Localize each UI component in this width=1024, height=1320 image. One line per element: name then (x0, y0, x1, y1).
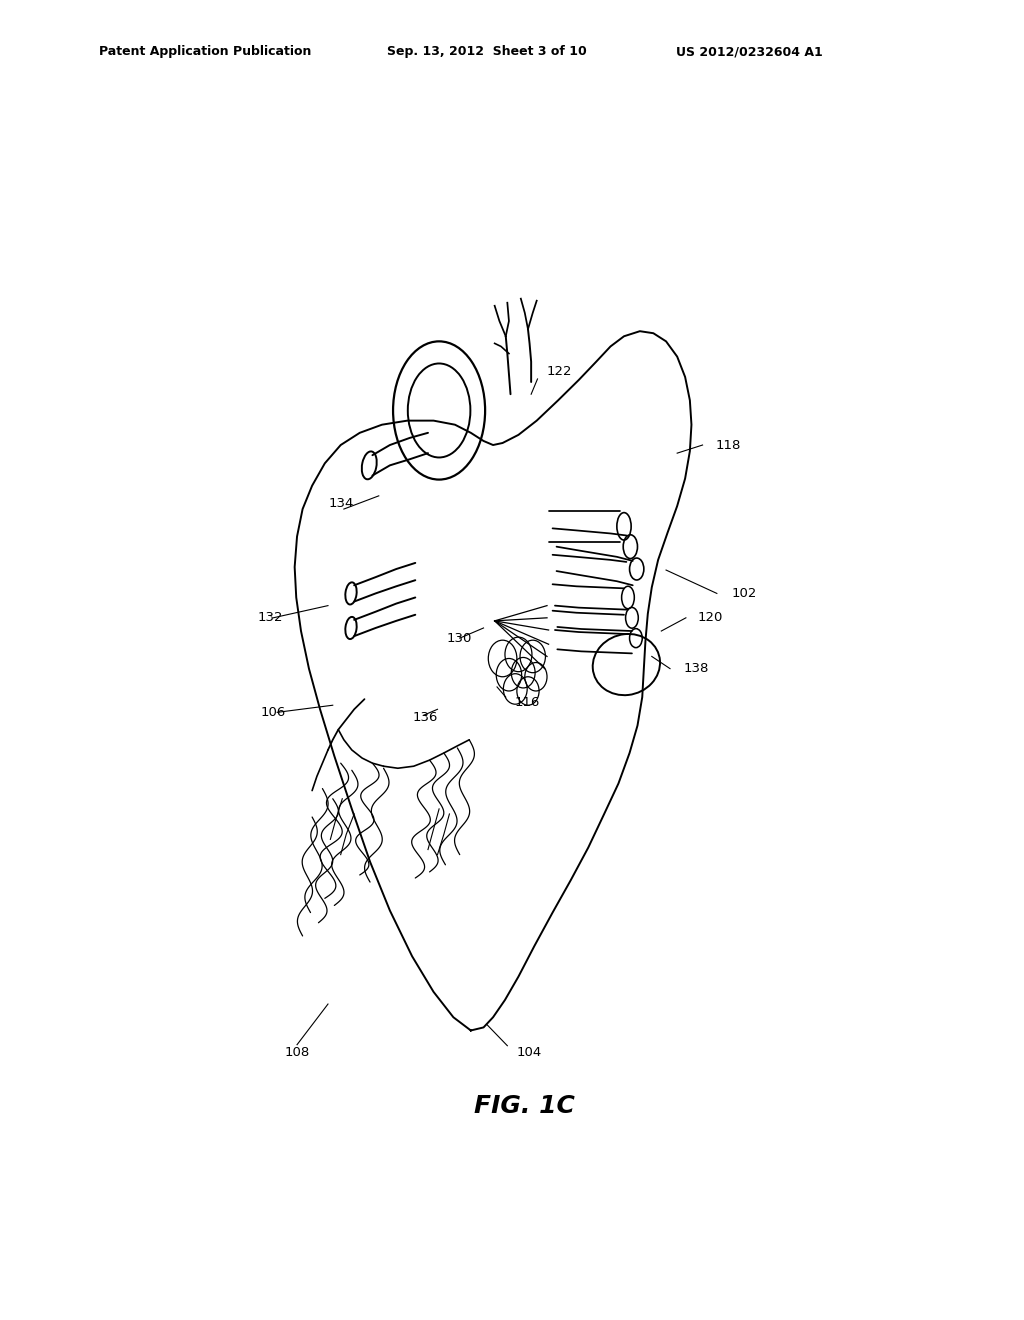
Text: 122: 122 (547, 366, 572, 379)
Text: US 2012/0232604 A1: US 2012/0232604 A1 (676, 45, 822, 58)
Text: 136: 136 (412, 711, 437, 723)
Text: 132: 132 (257, 611, 283, 624)
Text: 106: 106 (260, 706, 286, 719)
Text: FIG. 1C: FIG. 1C (474, 1094, 575, 1118)
Text: 104: 104 (517, 1047, 542, 1060)
Text: 120: 120 (697, 611, 723, 624)
Text: 116: 116 (514, 696, 540, 709)
Text: 138: 138 (684, 663, 709, 675)
Text: 130: 130 (447, 632, 472, 644)
Text: 108: 108 (285, 1047, 309, 1060)
Text: 134: 134 (329, 498, 354, 511)
Text: 102: 102 (731, 587, 757, 599)
Text: Sep. 13, 2012  Sheet 3 of 10: Sep. 13, 2012 Sheet 3 of 10 (387, 45, 587, 58)
Text: Patent Application Publication: Patent Application Publication (99, 45, 311, 58)
Text: 118: 118 (715, 438, 740, 451)
